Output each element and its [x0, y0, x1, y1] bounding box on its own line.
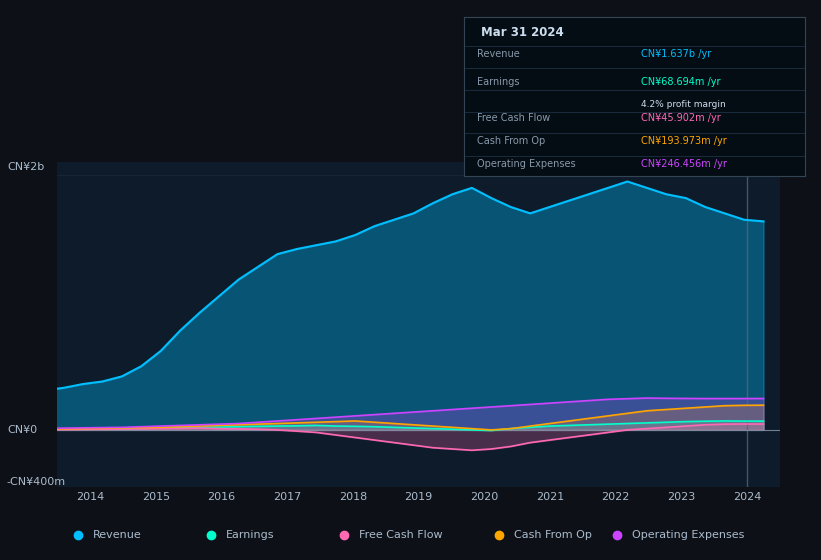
Text: Cash From Op: Cash From Op: [514, 530, 592, 540]
Text: CN¥45.902m /yr: CN¥45.902m /yr: [641, 113, 721, 123]
Text: Operating Expenses: Operating Expenses: [632, 530, 745, 540]
Text: CN¥246.456m /yr: CN¥246.456m /yr: [641, 159, 727, 169]
Text: CN¥193.973m /yr: CN¥193.973m /yr: [641, 136, 727, 146]
Text: CN¥68.694m /yr: CN¥68.694m /yr: [641, 77, 721, 87]
Text: Revenue: Revenue: [478, 49, 521, 59]
Text: Cash From Op: Cash From Op: [478, 136, 546, 146]
Text: CN¥1.637b /yr: CN¥1.637b /yr: [641, 49, 711, 59]
Text: Earnings: Earnings: [478, 77, 520, 87]
Text: Earnings: Earnings: [226, 530, 274, 540]
Text: CN¥0: CN¥0: [7, 426, 37, 435]
Text: -CN¥400m: -CN¥400m: [7, 477, 66, 487]
Text: Revenue: Revenue: [93, 530, 141, 540]
Text: 4.2% profit margin: 4.2% profit margin: [641, 100, 726, 109]
Text: Free Cash Flow: Free Cash Flow: [359, 530, 443, 540]
Text: CN¥2b: CN¥2b: [7, 162, 44, 172]
Text: Operating Expenses: Operating Expenses: [478, 159, 576, 169]
Text: Mar 31 2024: Mar 31 2024: [481, 26, 564, 39]
Text: Free Cash Flow: Free Cash Flow: [478, 113, 551, 123]
